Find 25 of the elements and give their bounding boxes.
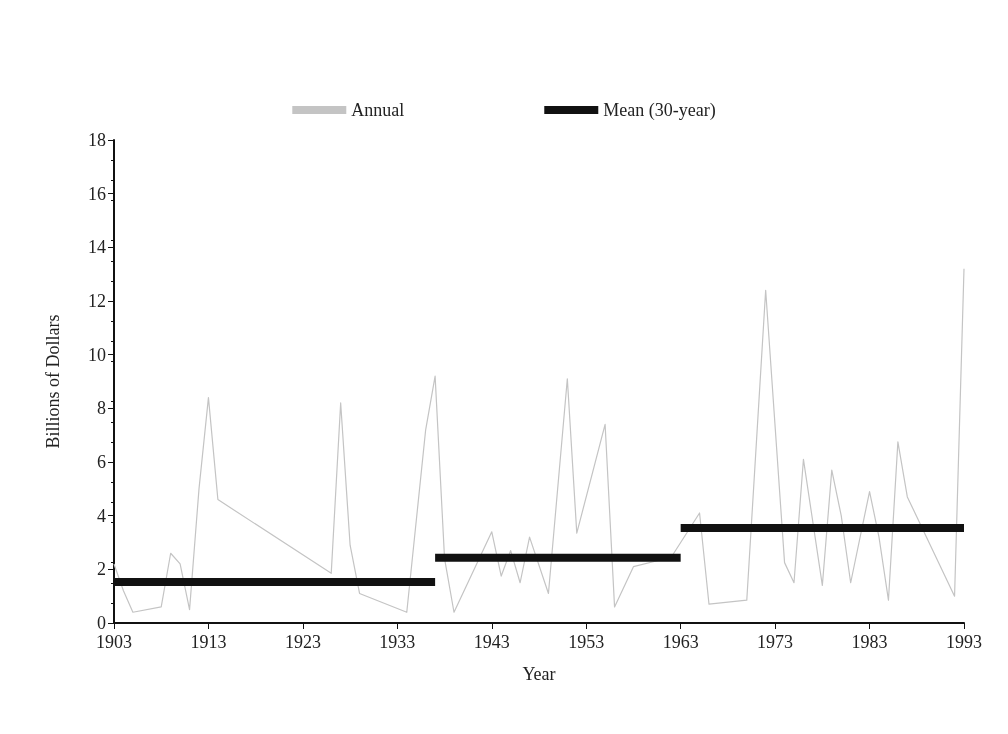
- y-axis-title: Billions of Dollars: [43, 314, 63, 449]
- y-tick-label: 16: [88, 183, 106, 204]
- y-tick-label: 6: [97, 452, 106, 472]
- x-tick-label: 1953: [568, 632, 605, 652]
- y-tick-label: 8: [97, 398, 106, 419]
- y-tick-label: 4: [97, 505, 106, 526]
- x-tick-label: 1983: [851, 632, 888, 652]
- y-tick-label: 18: [88, 130, 106, 150]
- y-tick-label: 2: [97, 559, 106, 580]
- line-series: [113, 268, 965, 613]
- x-tick-label: 1913: [190, 632, 227, 652]
- x-axis-title: Year: [522, 664, 556, 684]
- y-tick-label: 0: [97, 613, 106, 633]
- x-tick-label: 1993: [946, 632, 982, 652]
- legend-label: Mean (30-year): [603, 100, 716, 121]
- x-tick-label: 1903: [96, 632, 132, 652]
- y-tick-label: 14: [88, 237, 106, 258]
- x-tick-label: 1943: [473, 632, 510, 652]
- x-tick-label: 1973: [757, 632, 794, 652]
- x-tick-label: 1923: [284, 632, 321, 652]
- y-tick-label: 12: [88, 291, 106, 311]
- legend-label: Annual: [351, 100, 405, 120]
- x-tick-label: 1933: [379, 632, 416, 652]
- x-tick-label: 1963: [662, 632, 699, 652]
- y-tick-label: 10: [88, 344, 106, 365]
